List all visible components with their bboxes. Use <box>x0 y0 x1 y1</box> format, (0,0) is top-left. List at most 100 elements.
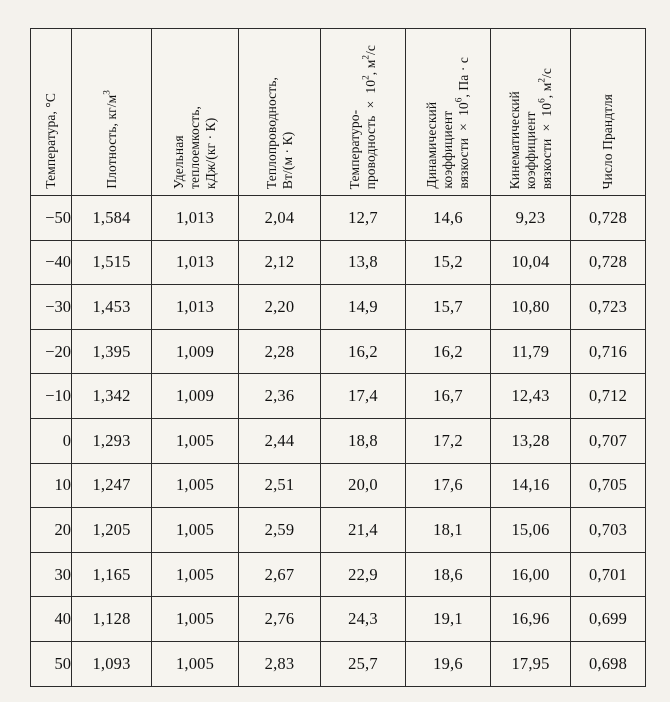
cell-temperature: 40 <box>30 596 72 642</box>
table-row: 50 1,093 1,005 2,83 25,7 19,6 17,95 0,698 <box>30 640 646 687</box>
cell-temperature: 30 <box>30 551 72 598</box>
cell-thermal_diffusivity: 12,7 <box>320 195 406 241</box>
table-row: −40 1,515 1,013 2,12 13,8 15,2 10,04 0,728 <box>30 239 646 286</box>
cell-specific_heat: 1,013 <box>151 284 239 330</box>
cell-thermal_diffusivity: 25,7 <box>320 640 406 687</box>
header-label: Температуро- проводность × 102, м2/с <box>347 44 378 189</box>
cell-kinematic_viscosity: 10,80 <box>490 284 571 330</box>
cell-prandtl_number: 0,698 <box>570 640 646 687</box>
cell-thermal_diffusivity: 17,4 <box>320 373 406 419</box>
air-properties-table: Температура, °C Плотность, кг/м3 Удельная … <box>30 28 646 687</box>
cell-kinematic_viscosity: 9,23 <box>490 195 571 241</box>
cell-thermal_conductivity: 2,44 <box>238 417 321 464</box>
cell-prandtl_number: 0,712 <box>570 373 646 419</box>
cell-specific_heat: 1,005 <box>151 462 239 509</box>
cell-temperature: −30 <box>30 284 72 330</box>
cell-prandtl_number: 0,699 <box>570 596 646 642</box>
cell-thermal_diffusivity: 13,8 <box>320 239 406 286</box>
cell-dynamic_viscosity: 15,2 <box>405 239 491 286</box>
column-header-dynamic_viscosity: Динамический коэффициент вязкости × 106,… <box>405 28 491 196</box>
table-head: Температура, °C Плотность, кг/м3 Удельная … <box>30 28 646 196</box>
header-rotate-wrap: Кинематический коэффициент вязкости × 10… <box>491 35 570 189</box>
cell-dynamic_viscosity: 16,2 <box>405 328 491 375</box>
cell-specific_heat: 1,005 <box>151 507 239 553</box>
header-label: Удельная теплоемкость, кДж/(кг · К) <box>171 106 218 189</box>
header-row: Температура, °C Плотность, кг/м3 Удельная … <box>30 28 646 196</box>
header-label: Динамический коэффициент вязкости × 106,… <box>424 57 471 189</box>
cell-thermal_diffusivity: 14,9 <box>320 284 406 330</box>
header-rotate-wrap: Динамический коэффициент вязкости × 106,… <box>406 35 490 189</box>
cell-kinematic_viscosity: 14,16 <box>490 462 571 509</box>
cell-density: 1,395 <box>71 328 152 375</box>
cell-thermal_diffusivity: 22,9 <box>320 551 406 598</box>
cell-specific_heat: 1,009 <box>151 373 239 419</box>
cell-dynamic_viscosity: 14,6 <box>405 195 491 241</box>
cell-density: 1,584 <box>71 195 152 241</box>
cell-dynamic_viscosity: 17,2 <box>405 417 491 464</box>
cell-kinematic_viscosity: 16,96 <box>490 596 571 642</box>
cell-thermal_diffusivity: 20,0 <box>320 462 406 509</box>
cell-kinematic_viscosity: 13,28 <box>490 417 571 464</box>
cell-thermal_conductivity: 2,76 <box>238 596 321 642</box>
cell-specific_heat: 1,005 <box>151 596 239 642</box>
cell-specific_heat: 1,005 <box>151 640 239 687</box>
column-header-specific_heat: Удельная теплоемкость, кДж/(кг · К) <box>151 28 239 196</box>
header-label: Температура, °C <box>43 93 59 189</box>
cell-specific_heat: 1,013 <box>151 239 239 286</box>
cell-specific_heat: 1,005 <box>151 551 239 598</box>
table-row: −50 1,584 1,013 2,04 12,7 14,6 9,23 0,728 <box>30 195 646 241</box>
cell-prandtl_number: 0,703 <box>570 507 646 553</box>
cell-thermal_conductivity: 2,59 <box>238 507 321 553</box>
cell-temperature: −50 <box>30 195 72 241</box>
cell-dynamic_viscosity: 18,6 <box>405 551 491 598</box>
header-label: Кинематический коэффициент вязкости × 10… <box>506 67 554 189</box>
header-label: Теплопроводность, Вт/(м · К) <box>263 76 295 189</box>
table-row: 20 1,205 1,005 2,59 21,4 18,1 15,06 0,703 <box>30 507 646 553</box>
table-row: −10 1,342 1,009 2,36 17,4 16,7 12,43 0,712 <box>30 373 646 419</box>
header-rotate-wrap: Плотность, кг/м3 <box>72 35 151 189</box>
header-rotate-wrap: Теплопроводность, Вт/(м · К) <box>239 35 320 189</box>
cell-temperature: −20 <box>30 328 72 375</box>
cell-density: 1,165 <box>71 551 152 598</box>
cell-kinematic_viscosity: 17,95 <box>490 640 571 687</box>
table-body: −50 1,584 1,013 2,04 12,7 14,6 9,23 0,728 −40 1,5… <box>30 195 646 687</box>
table-row: 30 1,165 1,005 2,67 22,9 18,6 16,00 0,701 <box>30 551 646 598</box>
cell-dynamic_viscosity: 19,1 <box>405 596 491 642</box>
cell-thermal_diffusivity: 21,4 <box>320 507 406 553</box>
cell-density: 1,247 <box>71 462 152 509</box>
cell-kinematic_viscosity: 16,00 <box>490 551 571 598</box>
table-row: 40 1,128 1,005 2,76 24,3 19,1 16,96 0,699 <box>30 596 646 642</box>
cell-thermal_diffusivity: 16,2 <box>320 328 406 375</box>
column-header-kinematic_viscosity: Кинематический коэффициент вязкости × 10… <box>490 28 571 196</box>
cell-prandtl_number: 0,723 <box>570 284 646 330</box>
cell-dynamic_viscosity: 19,6 <box>405 640 491 687</box>
cell-density: 1,453 <box>71 284 152 330</box>
cell-temperature: 20 <box>30 507 72 553</box>
cell-thermal_conductivity: 2,28 <box>238 328 321 375</box>
header-rotate-wrap: Число Прандтля <box>571 35 645 189</box>
cell-temperature: 10 <box>30 462 72 509</box>
column-header-prandtl_number: Число Прандтля <box>570 28 646 196</box>
column-header-temperature: Температура, °C <box>30 28 72 196</box>
table-row: −30 1,453 1,013 2,20 14,9 15,7 10,80 0,723 <box>30 284 646 330</box>
cell-density: 1,205 <box>71 507 152 553</box>
cell-thermal_diffusivity: 18,8 <box>320 417 406 464</box>
header-rotate-wrap: Температура, °C <box>31 35 71 189</box>
cell-dynamic_viscosity: 15,7 <box>405 284 491 330</box>
cell-prandtl_number: 0,707 <box>570 417 646 464</box>
cell-dynamic_viscosity: 17,6 <box>405 462 491 509</box>
cell-thermal_conductivity: 2,04 <box>238 195 321 241</box>
cell-thermal_conductivity: 2,36 <box>238 373 321 419</box>
cell-kinematic_viscosity: 10,04 <box>490 239 571 286</box>
cell-thermal_conductivity: 2,83 <box>238 640 321 687</box>
cell-density: 1,293 <box>71 417 152 464</box>
cell-thermal_conductivity: 2,12 <box>238 239 321 286</box>
header-rotate-wrap: Температуро- проводность × 102, м2/с <box>321 35 405 189</box>
cell-kinematic_viscosity: 11,79 <box>490 328 571 375</box>
cell-dynamic_viscosity: 18,1 <box>405 507 491 553</box>
cell-density: 1,093 <box>71 640 152 687</box>
cell-specific_heat: 1,009 <box>151 328 239 375</box>
cell-prandtl_number: 0,716 <box>570 328 646 375</box>
column-header-thermal_conductivity: Теплопроводность, Вт/(м · К) <box>238 28 321 196</box>
